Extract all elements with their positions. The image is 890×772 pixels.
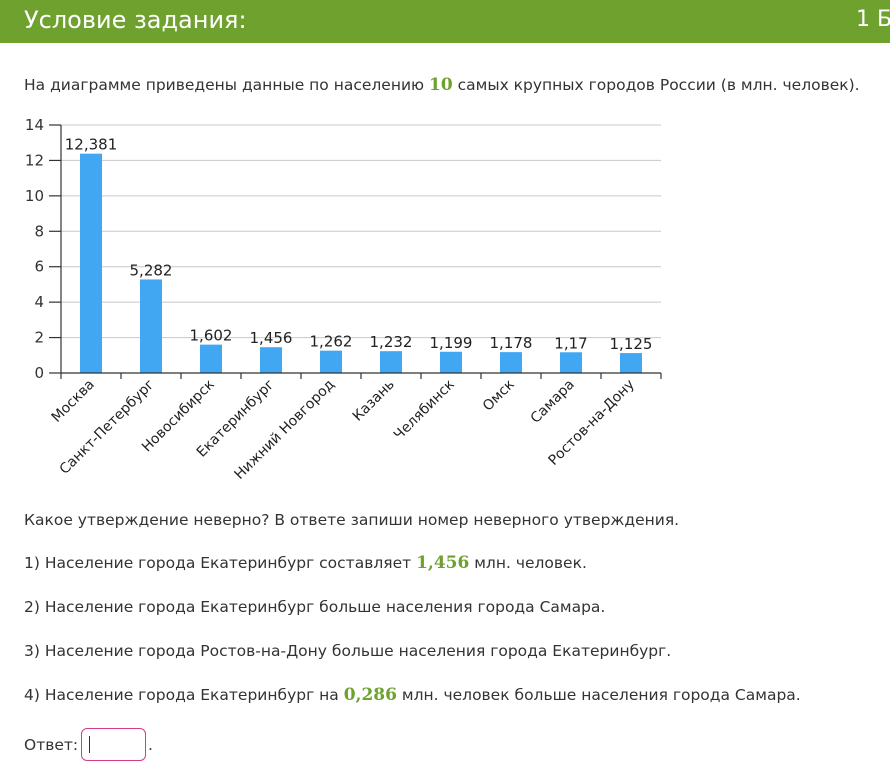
category-label: Омск <box>480 377 518 415</box>
statement-1: 1) Население города Екатеринбург составл… <box>24 553 587 573</box>
statement-1-number: 1,456 <box>416 553 470 573</box>
y-tick-label: 14 <box>25 116 44 134</box>
bar-value-label: 1,602 <box>190 327 233 345</box>
question-text: Какое утверждение неверно? В ответе запи… <box>24 511 680 529</box>
statement-4-number: 0,286 <box>343 685 397 705</box>
bar-value-label: 5,282 <box>130 261 173 279</box>
statement-4: 4) Население города Екатеринбург на 0,28… <box>24 685 801 705</box>
bar <box>620 353 642 373</box>
bar <box>560 352 582 373</box>
task-header: Условие задания: 1 Б. <box>0 0 890 43</box>
bar-value-label: 1,178 <box>490 334 533 352</box>
y-tick-label: 8 <box>34 222 44 240</box>
bar-value-label: 12,381 <box>65 136 118 154</box>
bar <box>500 352 522 373</box>
bar <box>260 347 282 373</box>
bar-value-label: 1,262 <box>310 333 353 351</box>
bar <box>80 153 102 373</box>
category-label: Москва <box>49 377 98 426</box>
y-tick-label: 2 <box>34 329 44 347</box>
task-title: Условие задания: <box>24 6 247 34</box>
y-tick-label: 10 <box>25 187 44 205</box>
bar <box>440 351 462 373</box>
y-tick-label: 4 <box>34 293 44 311</box>
statement-3: 3) Население города Ростов-на-Дону больш… <box>24 642 672 660</box>
y-tick-label: 0 <box>34 364 44 382</box>
bar <box>200 344 222 373</box>
y-tick-label: 6 <box>34 258 44 276</box>
answer-suffix: . <box>148 736 153 754</box>
bar-value-label: 1,125 <box>610 335 653 353</box>
category-label: Самара <box>528 377 578 427</box>
intro-number: 10 <box>429 75 453 95</box>
task-points: 1 Б. <box>856 7 890 32</box>
category-label: Казань <box>350 377 398 425</box>
population-bar-chart: 0 2 4 6 8 10 12 14 12,381 5,282 1,602 1,456 1,262 1,2… <box>25 116 662 482</box>
bar-value-label: 1,199 <box>430 334 473 352</box>
bar-value-label: 1,17 <box>554 334 587 352</box>
bar <box>380 351 402 373</box>
answer-input[interactable] <box>81 728 146 761</box>
bar <box>140 279 162 373</box>
bar-value-label: 1,232 <box>370 333 413 351</box>
intro-text: На диаграмме приведены данные по населен… <box>24 75 860 95</box>
bar-value-label: 1,456 <box>250 329 293 347</box>
category-label: Челябинск <box>391 377 458 444</box>
bar <box>320 350 342 373</box>
category-label: Нижний Новгород <box>231 377 337 482</box>
answer-label: Ответ: <box>24 736 79 754</box>
statement-2: 2) Население города Екатеринбург больше … <box>24 598 606 616</box>
text-caret <box>89 736 90 753</box>
y-tick-label: 12 <box>25 151 44 169</box>
